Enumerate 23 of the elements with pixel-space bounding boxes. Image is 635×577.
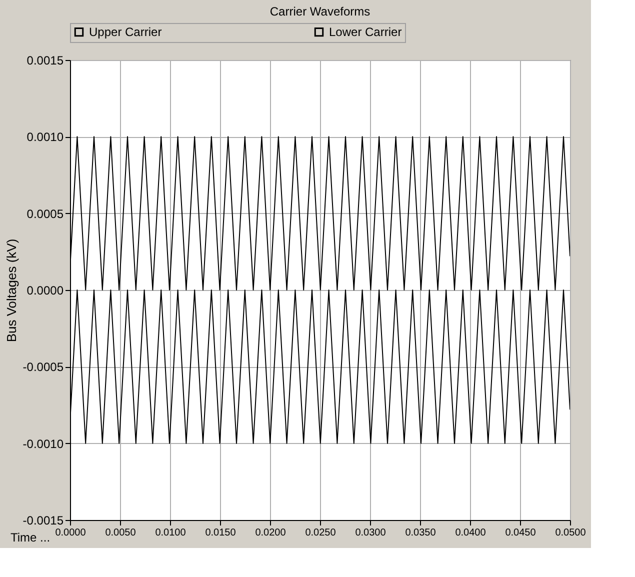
x-tick-label: 0.0050 xyxy=(105,528,136,538)
x-tick-label: 0.0350 xyxy=(405,528,436,538)
x-tick-label: 0.0300 xyxy=(355,528,386,538)
x-tick-label: 0.0200 xyxy=(255,528,286,538)
y-tick-label: 0.0010 xyxy=(26,130,64,144)
x-tick-label: 0.0400 xyxy=(455,528,486,538)
x-tick-label: 0.0250 xyxy=(305,528,336,538)
y-tick-label: 0.0005 xyxy=(26,206,64,221)
x-tick-label: 0.0450 xyxy=(505,528,536,538)
x-tick-label: 0.0000 xyxy=(55,528,86,538)
x-axis-title: Time ... xyxy=(10,530,50,544)
y-tick-label: -0.0005 xyxy=(22,360,64,374)
x-tick-label: 0.0150 xyxy=(205,528,236,538)
y-tick-label: 0.0000 xyxy=(26,284,64,298)
y-tick-label: -0.0010 xyxy=(22,436,64,451)
legend-label: Lower Carrier xyxy=(329,25,402,40)
y-tick-label: 0.0015 xyxy=(26,54,64,68)
legend-label: Upper Carrier xyxy=(89,25,162,40)
x-tick-label: 0.0100 xyxy=(155,528,186,538)
y-tick-label: -0.0015 xyxy=(22,514,64,528)
y-axis-title: Bus Voltages (kV) xyxy=(4,238,19,342)
chart-title: Carrier Waveforms xyxy=(270,4,370,18)
x-tick-label: 0.0500 xyxy=(555,528,586,538)
